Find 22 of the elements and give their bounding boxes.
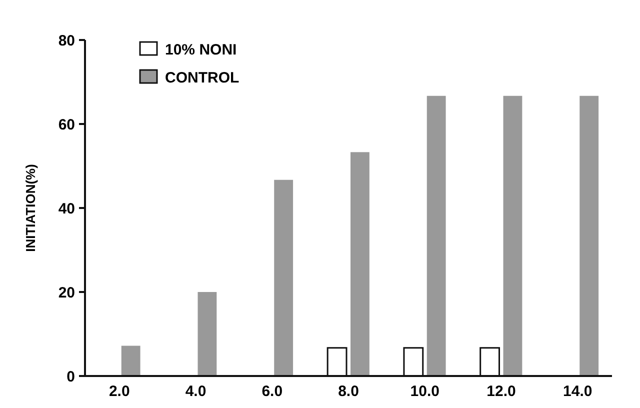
x-tick-label: 4.0	[185, 383, 206, 400]
y-tick-label: 40	[58, 200, 75, 218]
bar	[426, 96, 446, 376]
legend-label: CONTROL	[165, 69, 240, 86]
x-tick-label: 12.0	[486, 383, 516, 400]
y-tick-label: 80	[58, 32, 75, 50]
y-axis-title: INITIATION(%)	[23, 164, 38, 252]
x-tick-label: 10.0	[410, 383, 440, 400]
legend-label: 10% NONI	[165, 41, 237, 58]
bar	[198, 292, 217, 376]
bar	[580, 96, 599, 376]
y-tick-label: 0	[66, 368, 75, 386]
x-tick-label: 8.0	[338, 383, 359, 400]
x-tick-label: 6.0	[262, 383, 283, 400]
y-tick-label: 60	[58, 116, 75, 134]
bar	[121, 346, 140, 376]
bar	[503, 96, 522, 376]
x-tick-label: 2.0	[108, 383, 130, 400]
y-tick-label: 20	[58, 284, 75, 302]
bar	[274, 180, 294, 376]
bar	[350, 152, 370, 376]
x-tick-label: 14.0	[563, 383, 592, 400]
